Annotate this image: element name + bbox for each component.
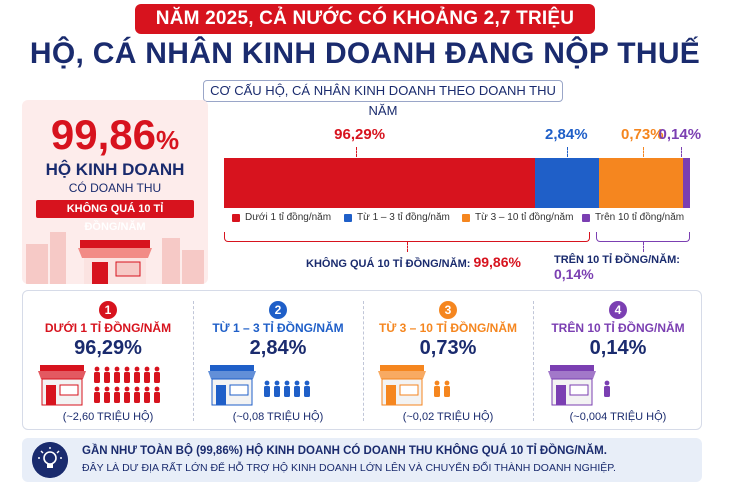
highlight-panel: 99,86% HỘ KINH DOANH CÓ DOANH THU KHÔNG …: [22, 100, 208, 284]
bar-value-tick-4: [680, 147, 682, 157]
shop-and-people-icon: [38, 365, 160, 406]
category-cards: 1 DƯỚI 1 TỈ ĐỒNG/NĂM 96,29% (~2,60 TRIỆU HỘ…: [22, 290, 702, 430]
legend-label-2: Từ 1 – 3 tỉ đồng/năm: [357, 212, 450, 223]
card-title: TRÊN 10 TỈ ĐỒNG/NĂM: [551, 321, 685, 335]
legend-label-3: Từ 3 – 10 tỉ đồng/năm: [475, 212, 574, 223]
card-number-badge: 1: [99, 301, 117, 319]
card-title: TỪ 3 – 10 TỈ ĐỒNG/NĂM: [379, 321, 517, 335]
summary-under-10b: KHÔNG QUÁ 10 TỈ ĐỒNG/NĂM: 99,86%: [306, 254, 521, 270]
card-household-count: (~0,004 TRIỆU HỘ): [569, 411, 667, 423]
chart-subtitle: CƠ CẤU HỘ, CÁ NHÂN KINH DOANH THEO DOANH…: [203, 80, 563, 118]
bar-value-label-3: 0,73%: [621, 126, 664, 143]
card-percentage: 0,14%: [589, 337, 647, 359]
bar-value-tick-2: [567, 147, 568, 157]
bracket-stem-under-10b: [407, 242, 408, 252]
card-number-badge: 2: [269, 301, 287, 319]
legend-swatch-2: [344, 213, 352, 222]
bracket-over-10b: [596, 232, 690, 242]
highlight-line1: HỘ KINH DOANH: [45, 160, 185, 179]
card-percentage: 96,29%: [74, 337, 142, 359]
highlight-number: 99,86: [50, 111, 156, 158]
legend-swatch-1: [232, 213, 240, 222]
card-number-badge: 4: [609, 301, 627, 319]
bar-value-tick-3: [643, 147, 644, 157]
card-divider: [533, 301, 534, 421]
chart-legend: Dưới 1 tỉ đồng/năm Từ 1 – 3 tỉ đồng/năm Từ…: [224, 212, 714, 228]
legend-label-4: Trên 10 tỉ đồng/năm: [595, 212, 685, 223]
legend-swatch-3: [462, 213, 470, 222]
legend-label-1: Dưới 1 tỉ đồng/năm: [245, 212, 332, 223]
card-household-count: (~0,08 TRIỆU HỘ): [232, 411, 324, 423]
legend-item-1: Dưới 1 tỉ đồng/năm: [232, 212, 331, 223]
category-card-4: 4 TRÊN 10 TỈ ĐỒNG/NĂM 0,14% (~0,004 TRIỆU H…: [536, 291, 700, 431]
footer-line1: GẦN NHƯ TOÀN BỘ (99,86%) HỘ KINH DOANH C…: [82, 445, 607, 457]
stacked-bar: [224, 158, 690, 208]
bar-value-label-4: 0,14%: [658, 126, 702, 143]
footer-line2: ĐÂY LÀ DƯ ĐỊA RẤT LỚN ĐỂ HỖ TRỢ HỘ KINH …: [82, 462, 616, 474]
legend-item-2: Từ 1 – 3 tỉ đồng/năm: [344, 212, 450, 223]
card-percentage: 0,73%: [419, 337, 477, 359]
page-title: HỘ, CÁ NHÂN KINH DOANH ĐANG NỘP THUẾ: [29, 37, 701, 70]
shop-and-people-icon: [378, 365, 450, 406]
footer-note: GẦN NHƯ TOÀN BỘ (99,86%) HỘ KINH DOANH C…: [22, 438, 702, 482]
highlight-badge: KHÔNG QUÁ 10 TỈ ĐỒNG/NĂM: [36, 200, 194, 233]
card-title: TỪ 1 – 3 TỈ ĐỒNG/NĂM: [212, 321, 344, 335]
bar-value-label-1: 96,29%: [334, 126, 386, 143]
header-top-line: NĂM 2025, CẢ NƯỚC CÓ KHOẢNG 2,7 TRIỆU: [135, 4, 595, 34]
card-percentage: 2,84%: [249, 337, 307, 359]
category-card-3: 3 TỪ 3 – 10 TỈ ĐỒNG/NĂM 0,73% (~0,02 TRIỆU …: [366, 291, 530, 431]
legend-item-3: Từ 3 – 10 tỉ đồng/năm: [462, 212, 573, 223]
card-household-count: (~0,02 TRIỆU HỘ): [402, 411, 494, 423]
shop-and-people-icon: [208, 365, 310, 406]
bar-value-label-2: 2,84%: [545, 126, 588, 143]
bar-segment-1: [224, 158, 535, 208]
summary-over-10b: TRÊN 10 TỈ ĐỒNG/NĂM: 0,14%: [554, 254, 718, 282]
card-number-badge: 3: [439, 301, 457, 319]
summary-under-10b-value: 99,86%: [473, 254, 521, 270]
lightbulb-icon: [32, 442, 68, 478]
bar-segment-4: [683, 158, 690, 208]
legend-item-4: Trên 10 tỉ đồng/năm: [582, 212, 684, 223]
shop-illustration-icon: [26, 232, 204, 284]
revenue-structure-chart: 96,29% 2,84% 0,73% 0,14% Dưới 1 tỉ đồng/năm…: [218, 120, 718, 282]
summary-over-10b-label: TRÊN 10 TỈ ĐỒNG/NĂM:: [554, 254, 680, 266]
highlight-unit: %: [155, 125, 180, 155]
card-divider: [193, 301, 194, 421]
highlight-line2: CÓ DOANH THU: [68, 181, 162, 195]
bar-segment-2: [535, 158, 599, 208]
bar-segment-3: [599, 158, 683, 208]
card-title: DƯỚI 1 TỈ ĐỒNG/NĂM: [44, 321, 172, 335]
card-household-count: (~2,60 TRIỆU HỘ): [62, 411, 154, 423]
bar-value-tick-1: [356, 147, 358, 157]
summary-over-10b-value: 0,14%: [554, 266, 594, 282]
category-card-2: 2 TỪ 1 – 3 TỈ ĐỒNG/NĂM 2,84% (~0,08 TRIỆU H…: [196, 291, 360, 431]
bracket-stem-over-10b: [643, 242, 644, 252]
bracket-under-10b: [224, 232, 590, 242]
highlight-value: 99,86%: [22, 112, 208, 163]
legend-swatch-4: [582, 213, 590, 222]
category-card-1: 1 DƯỚI 1 TỈ ĐỒNG/NĂM 96,29% (~2,60 TRIỆU HỘ…: [26, 291, 190, 431]
summary-under-10b-label: KHÔNG QUÁ 10 TỈ ĐỒNG/NĂM:: [306, 258, 471, 270]
card-divider: [363, 301, 364, 421]
shop-and-people-icon: [548, 365, 610, 406]
